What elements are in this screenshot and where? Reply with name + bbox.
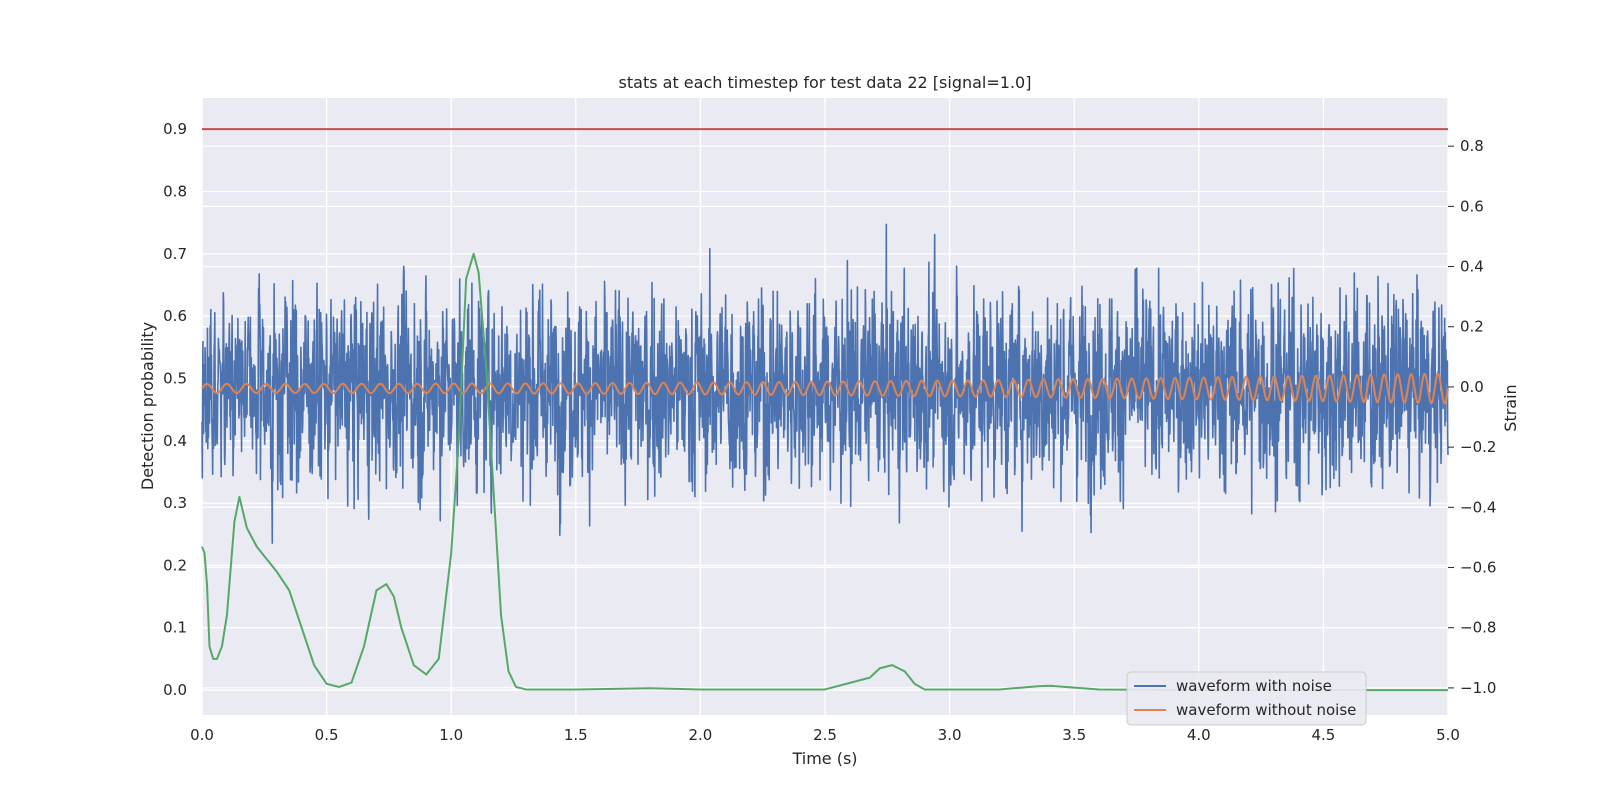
x-tick-label: 0.5 <box>315 726 339 744</box>
y2-axis-ticks: −1.0 −0.8 −0.6 −0.4 −0.2 0.0 0.2 0.4 0.6 0.8 <box>1448 137 1496 697</box>
y2-tick-label: −0.2 <box>1460 438 1496 456</box>
x-tick-label: 4.0 <box>1187 726 1211 744</box>
legend-label-waveform-with-noise: waveform with noise <box>1176 677 1332 695</box>
x-tick-label: 3.0 <box>938 726 962 744</box>
y2-tick-label: −1.0 <box>1460 679 1496 697</box>
y2-tick-label: 0.2 <box>1460 318 1484 336</box>
series-detection-probability <box>201 252 1448 692</box>
y2-tick-label: −0.8 <box>1460 619 1496 637</box>
y-tick-label: 0.8 <box>163 182 187 200</box>
series-layer <box>201 128 1449 692</box>
x-tick-label: 4.5 <box>1311 726 1335 744</box>
y-tick-label: 0.2 <box>163 556 187 574</box>
x-tick-label: 0.0 <box>190 726 214 744</box>
x-tick-label: 5.0 <box>1436 726 1460 744</box>
y-tick-label: 0.4 <box>163 432 187 450</box>
x-tick-label: 3.5 <box>1062 726 1086 744</box>
legend: waveform with noise waveform without noi… <box>1126 671 1367 726</box>
y2-tick-label: −0.6 <box>1460 559 1496 577</box>
y-tick-label: 0.1 <box>163 619 187 637</box>
x-tick-label: 2.0 <box>688 726 712 744</box>
y2-axis-label: Strain <box>1501 384 1520 431</box>
y2-tick-label: 0.4 <box>1460 258 1484 276</box>
series-waveform-without-noise <box>201 372 1449 405</box>
chart-title: stats at each timestep for test data 22 … <box>619 73 1032 92</box>
y-axis-label: Detection probability <box>138 322 157 490</box>
y2-tick-label: 0.8 <box>1460 137 1484 155</box>
x-tick-label: 2.5 <box>813 726 837 744</box>
x-axis-label: Time (s) <box>791 749 857 768</box>
y-axis-ticks: 0.0 0.1 0.2 0.3 0.4 0.5 0.6 0.7 0.8 0.9 <box>163 120 187 699</box>
y2-tick-label: 0.6 <box>1460 197 1484 215</box>
y-tick-label: 0.7 <box>163 245 187 263</box>
y-tick-label: 0.5 <box>163 369 187 387</box>
y-tick-label: 0.9 <box>163 120 187 138</box>
legend-box <box>1126 671 1367 726</box>
legend-label-waveform-without-noise: waveform without noise <box>1176 701 1356 719</box>
y2-tick-label: −0.4 <box>1460 498 1496 516</box>
x-tick-label: 1.5 <box>564 726 588 744</box>
y-tick-label: 0.3 <box>163 494 187 512</box>
x-tick-label: 1.0 <box>439 726 463 744</box>
y2-tick-label: 0.0 <box>1460 378 1484 396</box>
x-axis-ticks: 0.0 0.5 1.0 1.5 2.0 2.5 3.0 3.5 4.0 4.5 5.0 <box>190 726 1460 744</box>
y-tick-label: 0.0 <box>163 681 187 699</box>
y-tick-label: 0.6 <box>163 307 187 325</box>
